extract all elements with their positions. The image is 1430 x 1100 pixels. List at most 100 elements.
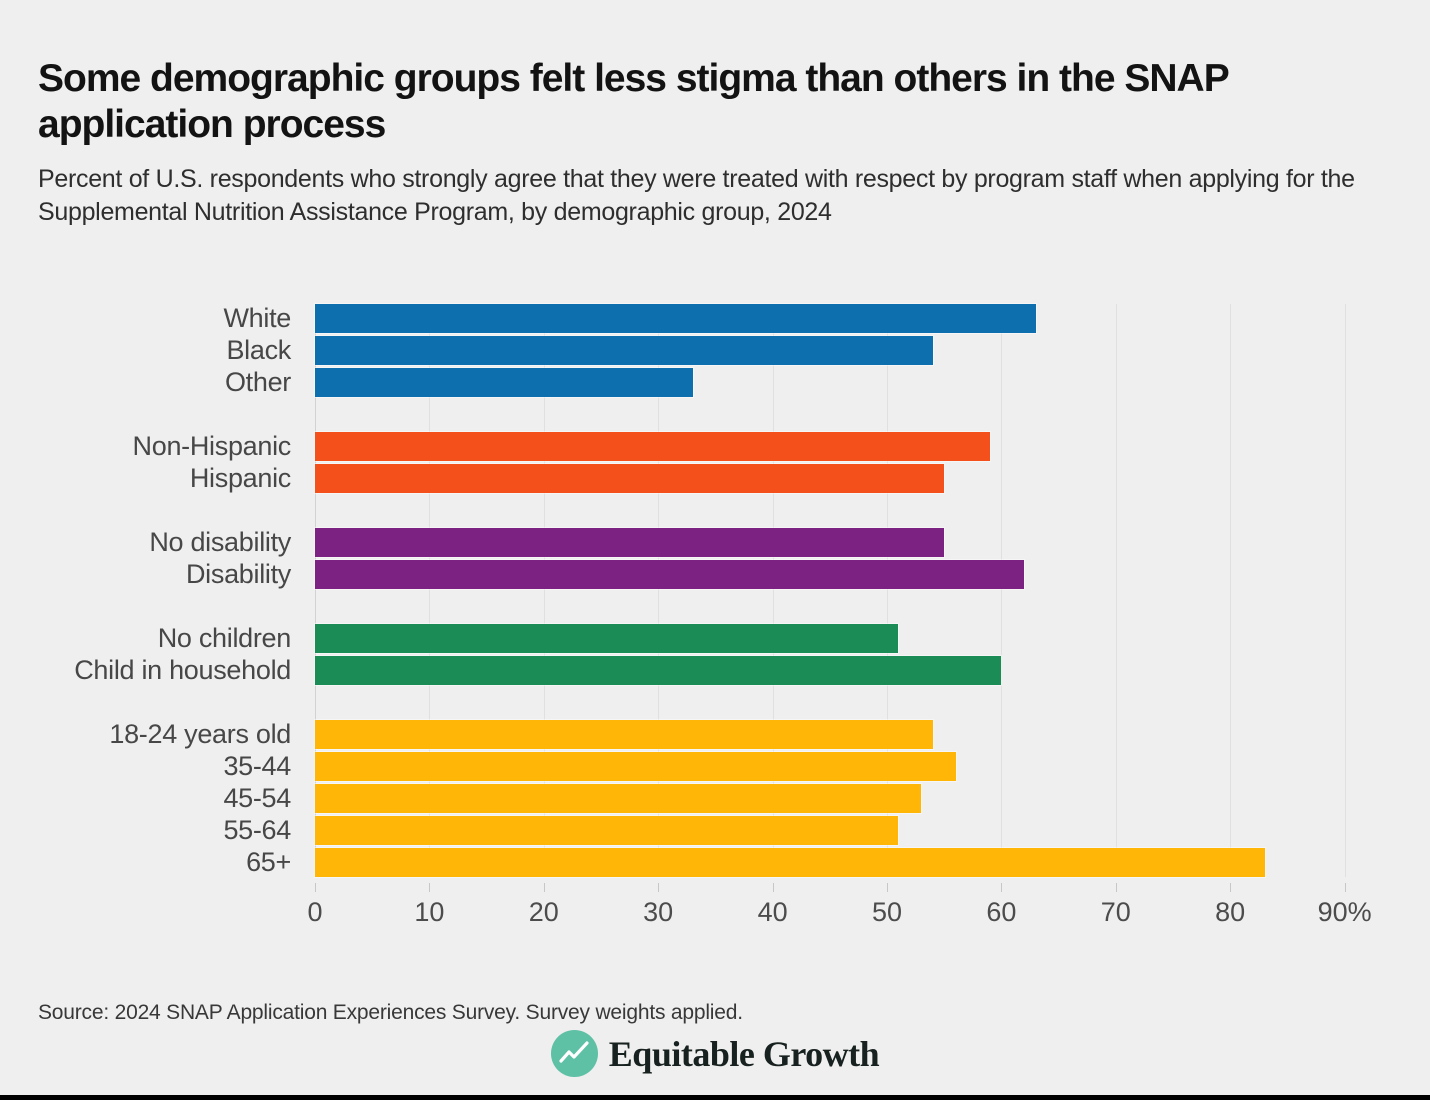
category-label-other: Other bbox=[224, 367, 291, 397]
tick-label-70: 70 bbox=[1100, 897, 1131, 927]
bar-row-non-hispanic: Non-Hispanic bbox=[0, 431, 1430, 461]
bar-group-race: White Black Other bbox=[0, 303, 1430, 397]
logo-text: Equitable Growth bbox=[608, 1033, 880, 1074]
bar-white bbox=[315, 304, 1036, 333]
bar-row-no-children: No children bbox=[0, 623, 1430, 653]
bar-no-children bbox=[315, 624, 899, 653]
bar-18-24-years-old bbox=[315, 720, 933, 749]
bar-track bbox=[315, 560, 1430, 589]
bar-45-54 bbox=[315, 784, 922, 813]
tick-mark-60 bbox=[1001, 883, 1003, 892]
bar-hispanic bbox=[315, 464, 945, 493]
bar-row-35-44: 35-44 bbox=[0, 751, 1430, 781]
tick-label-80: 80 bbox=[1215, 897, 1246, 927]
bar-track bbox=[315, 304, 1430, 333]
bar-disability bbox=[315, 560, 1025, 589]
bar-non-hispanic bbox=[315, 432, 990, 461]
tick-label-40: 40 bbox=[757, 897, 788, 927]
category-label-35-44: 35-44 bbox=[223, 751, 291, 781]
tick-mark-0 bbox=[315, 883, 316, 892]
bar-55-64 bbox=[315, 816, 899, 845]
tick-mark-70 bbox=[1115, 883, 1117, 892]
bar-row-black: Black bbox=[0, 335, 1430, 365]
bottom-border bbox=[0, 1095, 1430, 1100]
tick-label-50: 50 bbox=[871, 897, 903, 927]
bar-group-age: 18-24 years old 35-44 45-54 55-64 65+ bbox=[0, 719, 1430, 877]
chart-subtitle: Percent of U.S. respondents who strongly… bbox=[38, 165, 1355, 227]
bar-track bbox=[315, 656, 1430, 685]
gridline-30 bbox=[658, 304, 660, 877]
gridline-0 bbox=[315, 304, 316, 877]
gridline-90 bbox=[1344, 304, 1346, 877]
gridline-80 bbox=[1230, 304, 1232, 877]
bar-track bbox=[315, 528, 1430, 557]
bar-track bbox=[315, 432, 1430, 461]
tick-mark-10 bbox=[429, 883, 431, 892]
gridline-20 bbox=[543, 304, 545, 877]
tick-label-0: 0 bbox=[307, 897, 323, 927]
tick-label-90: 90% bbox=[1317, 897, 1372, 927]
category-label-no-disability: No disability bbox=[149, 527, 291, 557]
bar-track bbox=[315, 848, 1430, 877]
bar-row-disability: Disability bbox=[0, 559, 1430, 589]
bar-row-65: 65+ bbox=[0, 847, 1430, 877]
gridline-50 bbox=[887, 304, 888, 877]
bar-65 bbox=[315, 848, 1265, 877]
chart-rows: White Black Other Non-Hispanic Hispanic No di… bbox=[0, 303, 1430, 877]
category-label-55-64: 55-64 bbox=[223, 815, 291, 845]
category-label-45-54: 45-54 bbox=[223, 783, 291, 813]
bar-row-white: White bbox=[0, 303, 1430, 333]
gridline-70 bbox=[1115, 304, 1117, 877]
bar-row-45-54: 45-54 bbox=[0, 783, 1430, 813]
bar-track bbox=[315, 720, 1430, 749]
tick-label-10: 10 bbox=[414, 897, 445, 927]
category-label-non-hispanic: Non-Hispanic bbox=[132, 431, 292, 461]
equitable-growth-logo: Equitable Growth bbox=[0, 1030, 1430, 1077]
bar-other bbox=[315, 368, 693, 397]
category-label-65: 65+ bbox=[246, 847, 291, 877]
category-label-no-children: No children bbox=[157, 623, 292, 653]
page-title: Some demographic groups felt less stigma… bbox=[38, 57, 1229, 147]
bar-no-disability bbox=[315, 528, 945, 557]
tick-mark-50 bbox=[887, 883, 888, 892]
gridline-10 bbox=[429, 304, 431, 877]
bar-track bbox=[315, 784, 1430, 813]
bar-track bbox=[315, 752, 1430, 781]
tick-label-60: 60 bbox=[986, 897, 1017, 927]
category-label-black: Black bbox=[226, 335, 291, 365]
category-label-18-24-years-old: 18-24 years old bbox=[109, 719, 291, 749]
trend-line-circle-icon bbox=[550, 1030, 598, 1077]
source-note: Source: 2024 SNAP Application Experience… bbox=[38, 1001, 743, 1024]
bar-row-hispanic: Hispanic bbox=[0, 463, 1430, 493]
bar-group-children: No children Child in household bbox=[0, 623, 1430, 685]
category-label-disability: Disability bbox=[185, 559, 291, 589]
bar-child-in-household bbox=[315, 656, 1002, 685]
category-label-hispanic: Hispanic bbox=[189, 463, 291, 493]
bar-black bbox=[315, 336, 933, 365]
bar-track bbox=[315, 624, 1430, 653]
category-label-child-in-household: Child in household bbox=[74, 655, 291, 685]
category-label-white: White bbox=[223, 303, 291, 333]
x-axis: 0 10 20 30 40 50 60 70 80 90% bbox=[307, 881, 1372, 941]
bar-35-44 bbox=[315, 752, 956, 781]
bar-row-other: Other bbox=[0, 367, 1430, 397]
bar-track bbox=[315, 336, 1430, 365]
bar-group-ethnicity: Non-Hispanic Hispanic bbox=[0, 431, 1430, 493]
tick-label-20: 20 bbox=[528, 897, 559, 927]
tick-mark-30 bbox=[658, 883, 660, 892]
tick-mark-20 bbox=[543, 883, 545, 892]
tick-mark-80 bbox=[1230, 883, 1232, 892]
bar-group-disability: No disability Disability bbox=[0, 527, 1430, 589]
bar-row-no-disability: No disability bbox=[0, 527, 1430, 557]
gridline-40 bbox=[772, 304, 774, 877]
gridline-60 bbox=[1001, 304, 1003, 877]
bar-row-18-24-years-old: 18-24 years old bbox=[0, 719, 1430, 749]
tick-mark-90 bbox=[1344, 883, 1346, 892]
tick-mark-40 bbox=[772, 883, 774, 892]
bar-track bbox=[315, 816, 1430, 845]
bar-row-child-in-household: Child in household bbox=[0, 655, 1430, 685]
bar-row-55-64: 55-64 bbox=[0, 815, 1430, 845]
bar-track bbox=[315, 368, 1430, 397]
bar-track bbox=[315, 464, 1430, 493]
bar-chart: White Black Other Non-Hispanic Hispanic No di… bbox=[0, 303, 1430, 927]
